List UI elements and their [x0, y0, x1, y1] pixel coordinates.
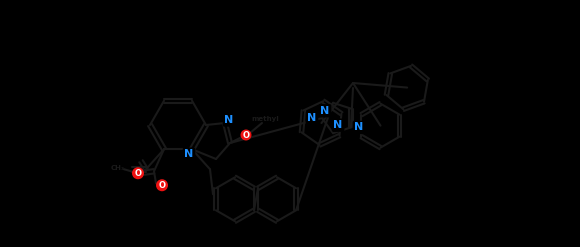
- Text: O: O: [242, 130, 249, 140]
- Text: N: N: [334, 120, 343, 130]
- Text: N: N: [184, 149, 194, 159]
- Text: methyl: methyl: [251, 116, 279, 122]
- Text: N: N: [307, 113, 317, 123]
- Text: O: O: [158, 181, 165, 190]
- Text: N: N: [354, 123, 364, 132]
- Text: N: N: [224, 115, 234, 125]
- Circle shape: [132, 167, 144, 179]
- Text: N: N: [320, 106, 329, 116]
- Text: CH₃: CH₃: [111, 165, 125, 171]
- Text: O: O: [135, 169, 142, 178]
- Circle shape: [241, 129, 252, 141]
- Circle shape: [156, 179, 168, 191]
